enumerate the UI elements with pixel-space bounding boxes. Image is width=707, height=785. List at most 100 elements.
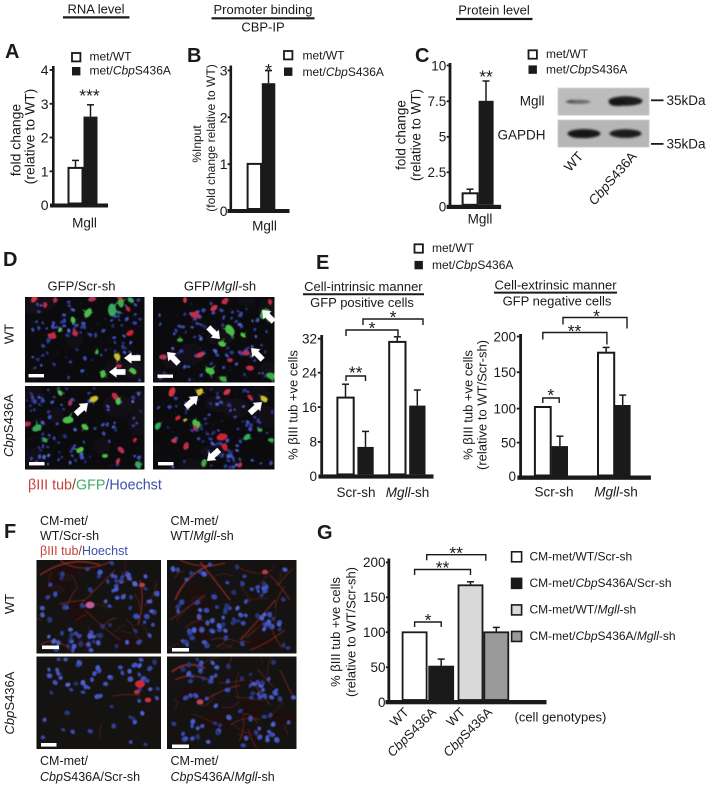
svg-text:**: **: [349, 363, 363, 383]
svg-text:*: *: [547, 385, 554, 405]
svg-text:CbpS436A: CbpS436A: [2, 671, 17, 734]
svg-text:WT/Mgll-sh: WT/Mgll-sh: [171, 529, 234, 543]
svg-text:fold change: fold change: [8, 104, 24, 177]
svg-text:CbpS436A: CbpS436A: [585, 149, 639, 208]
svg-text:CbpS436A: CbpS436A: [1, 394, 16, 457]
svg-text:*: *: [425, 610, 432, 630]
svg-text:200: 200: [493, 329, 516, 344]
svg-text:met/WT: met/WT: [432, 241, 475, 255]
svg-text:3: 3: [41, 96, 49, 112]
svg-text:1: 1: [41, 163, 49, 179]
svg-text:2.5: 2.5: [428, 165, 447, 180]
svg-text:150: 150: [493, 365, 516, 380]
svg-text:(relative to WT): (relative to WT): [21, 89, 37, 185]
svg-text:0: 0: [439, 200, 447, 215]
svg-text:WT/Scr-sh: WT/Scr-sh: [40, 529, 99, 543]
svg-text:10: 10: [431, 58, 446, 73]
svg-text:Mgll: Mgll: [468, 212, 493, 227]
svg-text:35kDa: 35kDa: [667, 93, 707, 108]
svg-text:CM-met/: CM-met/: [171, 514, 219, 528]
svg-text:Mgll: Mgll: [520, 93, 545, 108]
svg-text:CM-met/: CM-met/: [171, 754, 219, 768]
svg-text:8: 8: [309, 435, 317, 450]
svg-text:CBP-IP: CBP-IP: [241, 20, 284, 35]
svg-text:CM-met/: CM-met/: [40, 754, 88, 768]
svg-text:met/CbpS436A: met/CbpS436A: [90, 64, 171, 78]
svg-text:**: **: [568, 321, 582, 341]
svg-text:CM-met/: CM-met/: [40, 514, 88, 528]
svg-text:0: 0: [378, 695, 386, 710]
svg-text:CM-met/WT/Scr-sh: CM-met/WT/Scr-sh: [530, 550, 633, 564]
svg-text:βIII tub/GFP/Hoechst: βIII tub/GFP/Hoechst: [28, 478, 162, 494]
svg-text:16: 16: [302, 400, 317, 415]
svg-text:0: 0: [41, 197, 49, 213]
svg-text:% βIII tub +ve cells: % βIII tub +ve cells: [285, 350, 300, 460]
svg-text:24: 24: [302, 366, 318, 381]
svg-text:GAPDH: GAPDH: [497, 127, 545, 142]
svg-text:4: 4: [41, 62, 49, 78]
svg-text:CM-met/CbpS436A/Scr-sh: CM-met/CbpS436A/Scr-sh: [530, 576, 672, 590]
svg-text:100: 100: [493, 401, 516, 416]
svg-text:GFP positive cells: GFP positive cells: [310, 295, 414, 310]
svg-text:A: A: [5, 41, 19, 63]
svg-text:met/WT: met/WT: [546, 47, 589, 61]
svg-text:32: 32: [302, 332, 317, 347]
svg-text:Mgll-sh: Mgll-sh: [594, 485, 638, 500]
svg-text:WT: WT: [561, 149, 586, 175]
svg-text:met/CbpS436A: met/CbpS436A: [432, 258, 513, 272]
svg-text:D: D: [3, 249, 17, 271]
svg-text:(relative to WT/Scr-sh): (relative to WT/Scr-sh): [343, 567, 358, 697]
svg-text:Protein level: Protein level: [458, 3, 530, 18]
svg-text:5: 5: [439, 130, 447, 145]
svg-text:met/CbpS436A: met/CbpS436A: [546, 62, 627, 76]
svg-text:*: *: [390, 307, 397, 327]
svg-text:2: 2: [220, 109, 228, 125]
svg-text:βIII tub/Hoechst: βIII tub/Hoechst: [40, 544, 128, 558]
svg-text:100: 100: [363, 625, 386, 640]
svg-text:50: 50: [370, 660, 385, 675]
svg-text:RNA level: RNA level: [67, 2, 124, 17]
svg-text:(cell genotypes): (cell genotypes): [515, 710, 607, 725]
svg-text:WT: WT: [2, 594, 17, 614]
svg-text:WT: WT: [2, 324, 17, 344]
svg-text:7.5: 7.5: [428, 94, 447, 109]
svg-text:200: 200: [363, 555, 386, 570]
svg-text:**: **: [479, 66, 493, 86]
svg-text:% βIII tub +ve cells: % βIII tub +ve cells: [460, 350, 475, 460]
svg-text:% βIII tub +ve cells: % βIII tub +ve cells: [328, 577, 343, 687]
svg-text:G: G: [317, 522, 333, 544]
svg-text:Mgll-sh: Mgll-sh: [386, 485, 430, 500]
svg-text:(fold change relative to WT): (fold change relative to WT): [204, 64, 218, 211]
svg-text:***: ***: [79, 86, 100, 106]
svg-text:GFP/Scr-sh: GFP/Scr-sh: [48, 278, 116, 293]
svg-text:Mgll: Mgll: [72, 216, 97, 231]
svg-text:CbpS436A/Scr-sh: CbpS436A/Scr-sh: [40, 770, 140, 784]
svg-text:0: 0: [220, 203, 228, 219]
svg-text:1: 1: [220, 156, 228, 172]
svg-text:met/WT: met/WT: [303, 48, 346, 62]
svg-text:B: B: [187, 45, 201, 67]
svg-text:fold change: fold change: [394, 100, 409, 170]
svg-text:F: F: [4, 521, 16, 543]
svg-text:*: *: [369, 318, 376, 338]
svg-text:met/CbpS436A: met/CbpS436A: [303, 65, 384, 79]
svg-text:%Input: %Input: [190, 125, 204, 163]
svg-text:(relative to WT): (relative to WT): [409, 89, 424, 181]
svg-text:Scr-sh: Scr-sh: [534, 485, 573, 500]
svg-text:Cell-extrinsic manner: Cell-extrinsic manner: [494, 277, 617, 292]
svg-text:2: 2: [41, 130, 49, 146]
svg-text:35kDa: 35kDa: [667, 137, 707, 152]
svg-text:**: **: [436, 558, 450, 578]
svg-text:50: 50: [501, 435, 516, 450]
svg-text:150: 150: [363, 590, 386, 605]
svg-text:*: *: [265, 60, 272, 80]
svg-text:Cell-intrinsic manner: Cell-intrinsic manner: [304, 279, 423, 294]
svg-text:met/WT: met/WT: [90, 49, 133, 63]
svg-text:CM-met/CbpS436A/Mgll-sh: CM-met/CbpS436A/Mgll-sh: [530, 629, 676, 643]
svg-text:GFP negative cells: GFP negative cells: [503, 294, 612, 309]
svg-text:0: 0: [508, 469, 516, 484]
svg-text:**: **: [449, 543, 463, 563]
svg-text:GFP/Mgll-sh: GFP/Mgll-sh: [184, 278, 256, 293]
svg-text:CbpS436A/Mgll-sh: CbpS436A/Mgll-sh: [171, 770, 275, 784]
svg-text:C: C: [415, 45, 429, 67]
